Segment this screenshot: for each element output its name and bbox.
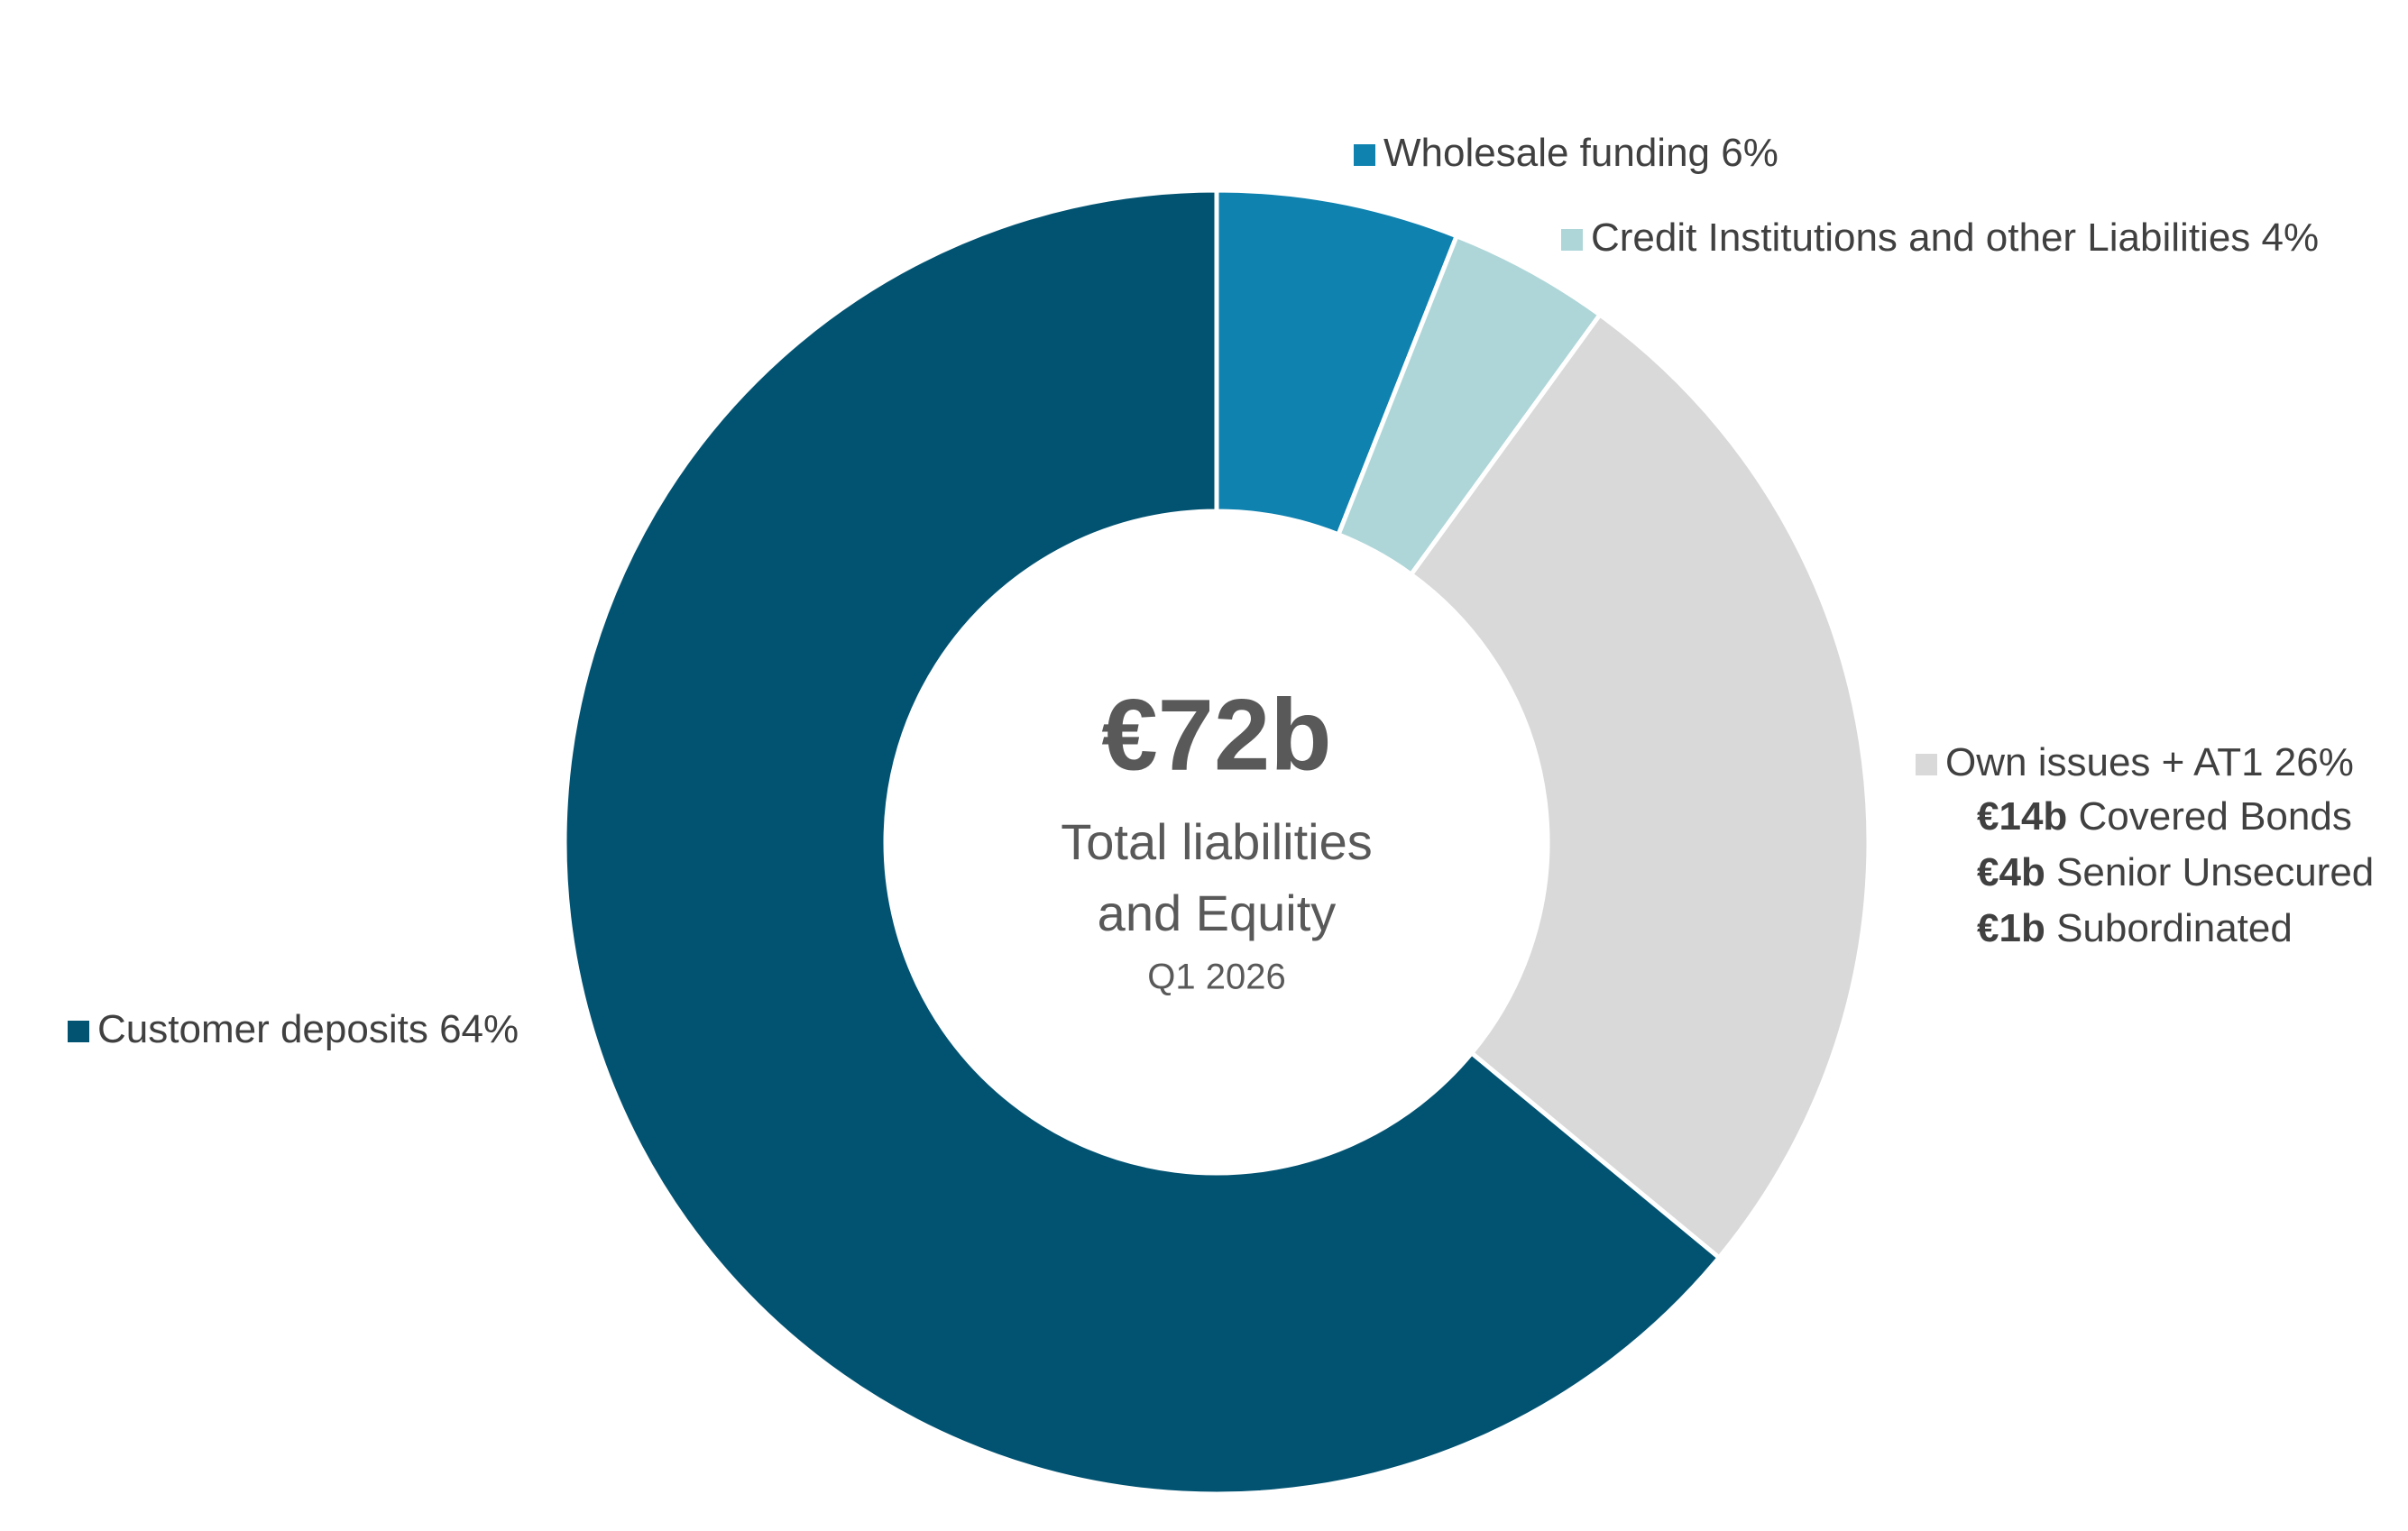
breakdown-amount: €14b [1977,794,2067,839]
center-note: Q1 2026 [1147,958,1285,997]
breakdown-amount: €4b [1977,850,2045,894]
legend-marker [1916,754,1937,775]
label-value: 6% [1721,131,1778,175]
label-value: 64% [439,1007,519,1051]
data-label: Own issues + AT1 26% [1945,740,2354,784]
legend-marker [1561,229,1583,251]
data-label: Customer deposits 64% [97,1007,519,1051]
label-value: 4% [2262,215,2320,260]
breakdown-label: Covered Bonds [2079,794,2352,839]
breakdown-item: €1b Subordinated [1977,906,2293,950]
breakdown-amount: €1b [1977,906,2045,950]
label-name: Credit Institutions and other Liabilitie… [1591,215,2250,260]
label-name: Wholesale funding [1383,131,1710,175]
donut-slice [1408,311,1871,1261]
label-name: Customer deposits [97,1007,428,1051]
breakdown-item: €4b Senior Unsecured [1977,850,2374,894]
center-title: €72b [1101,679,1331,792]
label-name: Own issues + AT1 [1945,740,2264,784]
data-label: Credit Institutions and other Liabilitie… [1591,215,2319,260]
label-value: 26% [2275,740,2354,784]
donut [562,188,1871,1497]
donut-slice [562,188,1723,1497]
center-subtitle: Total liabilities [1061,813,1373,870]
center-subtitle: and Equity [1098,885,1337,941]
data-label: Wholesale funding 6% [1383,131,1778,175]
legend-marker [68,1021,89,1042]
breakdown-label: Senior Unsecured [2056,850,2374,894]
legend-marker [1354,144,1375,166]
breakdown-label: Subordinated [2056,906,2293,950]
breakdown-item: €14b Covered Bonds [1977,794,2352,839]
